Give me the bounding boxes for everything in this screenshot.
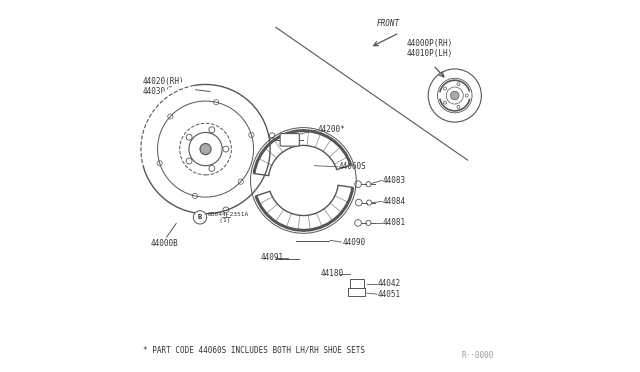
Text: 44091: 44091 [261,253,284,263]
Circle shape [193,211,207,224]
Text: 08044-2351A
   (1): 08044-2351A (1) [208,212,249,223]
Text: 44000B: 44000B [150,239,178,248]
Circle shape [355,219,362,226]
Text: 44180: 44180 [321,269,344,278]
Text: 44051: 44051 [378,290,401,299]
Circle shape [200,144,211,155]
Text: 44081: 44081 [383,218,406,227]
Text: B: B [198,214,202,220]
Circle shape [451,91,459,100]
Text: 44200*: 44200* [318,125,346,134]
Text: 44042: 44042 [378,279,401,288]
Text: 44060S: 44060S [339,162,366,171]
Text: 44084: 44084 [383,197,406,206]
Text: * PART CODE 44060S INCLUDES BOTH LH/RH SHOE SETS: * PART CODE 44060S INCLUDES BOTH LH/RH S… [143,346,365,355]
Text: 44000P(RH)
44010P(LH): 44000P(RH) 44010P(LH) [407,39,453,58]
Bar [348,288,365,296]
Text: 44020(RH)
44030(LH): 44020(RH) 44030(LH) [143,77,184,96]
Text: 44090: 44090 [342,238,365,247]
Text: 44083: 44083 [383,176,406,185]
Circle shape [355,199,362,206]
FancyBboxPatch shape [280,134,300,146]
Bar [349,279,364,288]
Circle shape [355,181,362,187]
Text: R··0000: R··0000 [461,351,493,360]
Text: FRONT: FRONT [377,19,400,29]
